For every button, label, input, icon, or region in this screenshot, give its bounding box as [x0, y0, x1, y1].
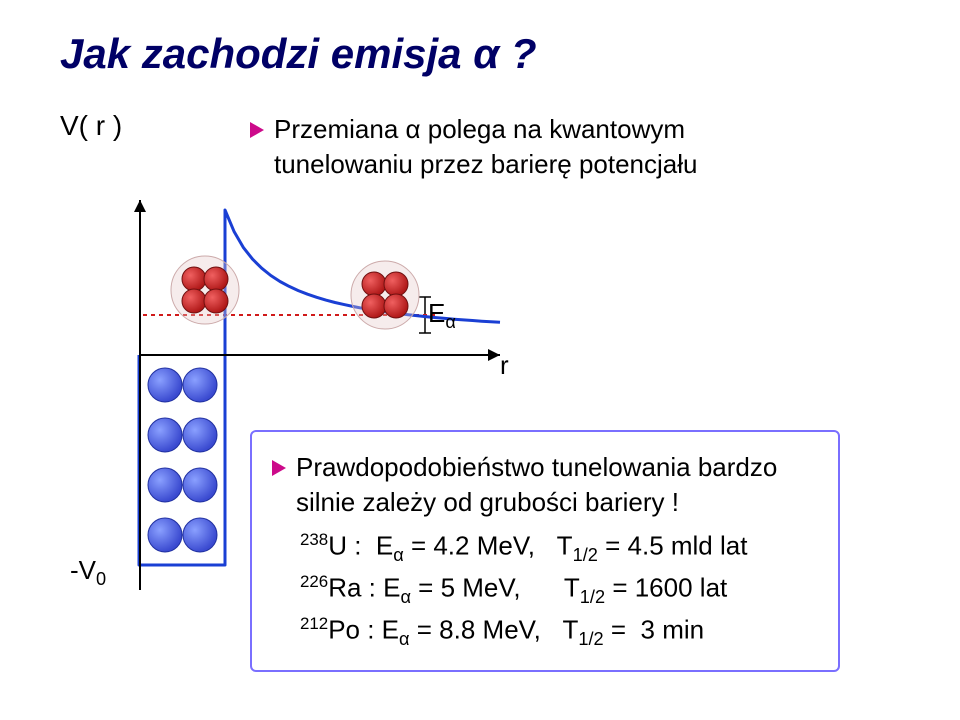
bullet-arrow-icon	[272, 460, 286, 476]
bullet-probability: Prawdopodobieństwo tunelowania bardzo si…	[272, 450, 818, 520]
bullet-probability-text: Prawdopodobieństwo tunelowania bardzo si…	[296, 450, 818, 520]
decay-data-rows: 238U : Eα = 4.2 MeV, T1/2 = 4.5 mld lat 2…	[272, 530, 818, 650]
energy-alpha-label: Eα	[428, 298, 456, 333]
slide: Jak zachodzi emisja α ? V( r ) Przemiana…	[0, 0, 960, 720]
x-axis-label: r	[500, 350, 509, 381]
bullet-transition: Przemiana α polega na kwantowym tunelowa…	[250, 112, 810, 182]
decay-data-line: 226Ra : Eα = 5 MeV, T1/2 = 1600 lat	[300, 572, 818, 608]
bullet-transition-text: Przemiana α polega na kwantowym tunelowa…	[274, 112, 810, 182]
info-box: Prawdopodobieństwo tunelowania bardzo si…	[250, 430, 840, 672]
decay-data-line: 238U : Eα = 4.2 MeV, T1/2 = 4.5 mld lat	[300, 530, 818, 566]
y-axis-label: V( r )	[60, 110, 122, 142]
v0-label: -V0	[70, 555, 106, 590]
slide-title: Jak zachodzi emisja α ?	[60, 30, 537, 78]
bullet-arrow-icon	[250, 122, 264, 138]
decay-data-line: 212Po : Eα = 8.8 MeV, T1/2 = 3 min	[300, 614, 818, 650]
